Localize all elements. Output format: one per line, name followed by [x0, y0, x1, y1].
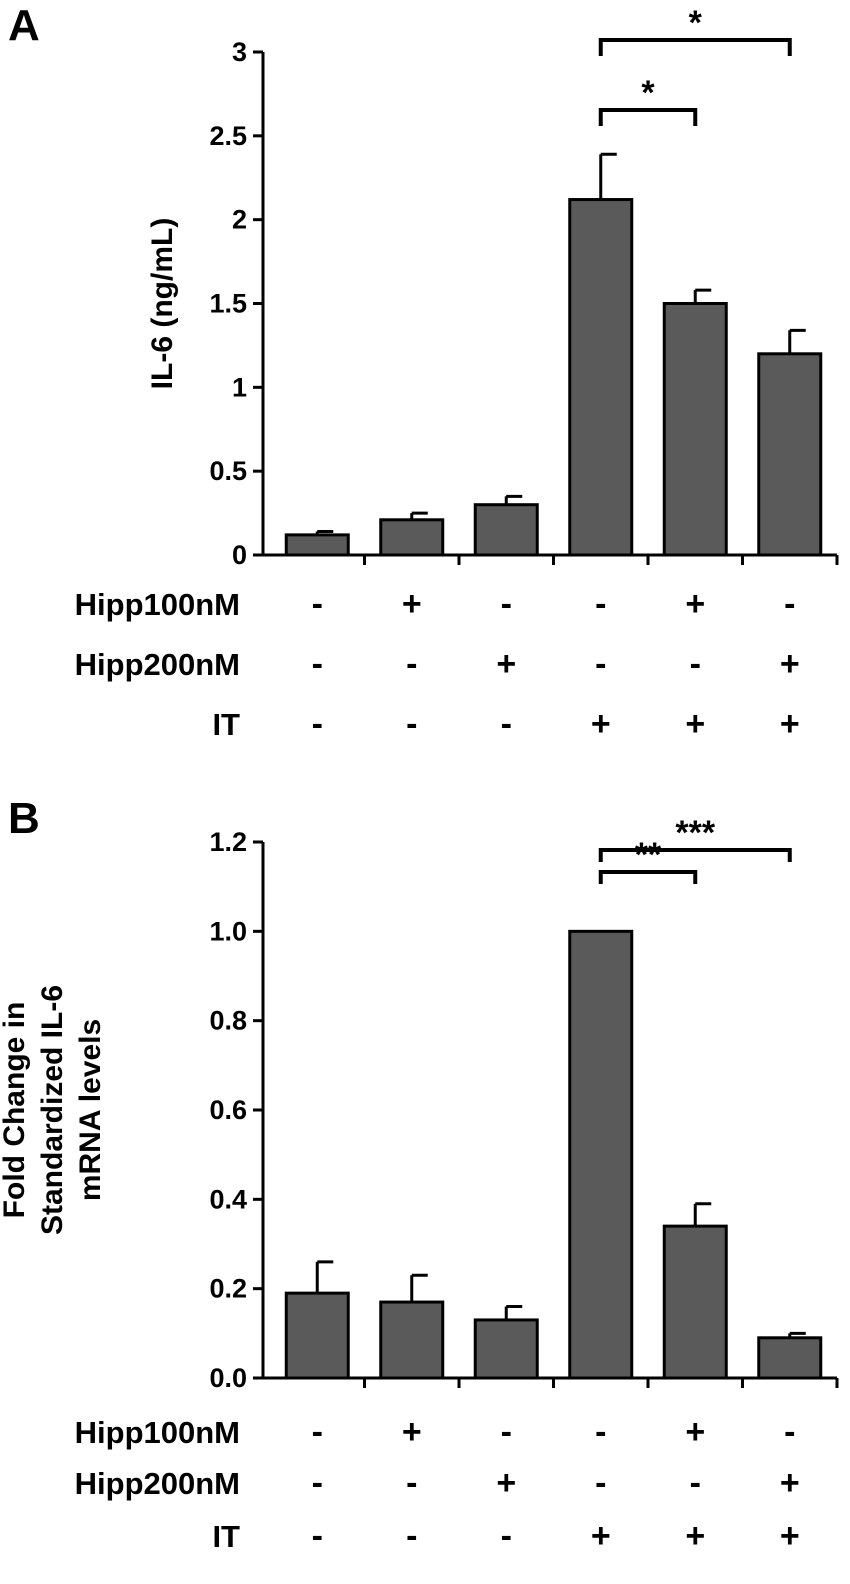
- treatment-label: Hipp100nM: [75, 1415, 240, 1450]
- treatment-symbol: -: [312, 705, 323, 743]
- y-tick-label: 0.4: [209, 1184, 247, 1214]
- treatment-symbol: -: [406, 1517, 417, 1555]
- treatment-symbol: +: [591, 705, 611, 743]
- bar: [473, 503, 539, 557]
- treatment-symbol: +: [496, 1464, 516, 1502]
- y-axis-label: IL-6 (ng/mL): [146, 218, 179, 390]
- significance-label: *: [641, 74, 655, 112]
- bar: [662, 302, 728, 557]
- y-tick-label: 1.2: [209, 827, 247, 857]
- treatment-symbol: -: [312, 645, 323, 683]
- y-tick-label: 2.5: [209, 121, 247, 151]
- treatment-symbol: +: [496, 645, 516, 683]
- y-axis-label: Fold Change in: [0, 1002, 31, 1219]
- y-tick-label: 3: [232, 37, 247, 67]
- treatment-symbol: -: [595, 1413, 606, 1451]
- y-tick-label: 0: [232, 540, 247, 570]
- treatment-symbol: +: [780, 1464, 800, 1502]
- panel-b: B 0.0 0.2 0.4 0.6 0.8 1.0 1.2 Fold Change in Stan…: [0, 794, 839, 1555]
- treatment-symbol: +: [780, 1517, 800, 1555]
- treatment-symbol: -: [406, 705, 417, 743]
- significance-label: ***: [675, 814, 715, 852]
- treatment-symbol: +: [685, 585, 705, 623]
- treatment-label: IT: [212, 707, 240, 742]
- treatment-symbol: +: [685, 1413, 705, 1451]
- bar: [568, 198, 634, 557]
- treatment-symbol: -: [501, 705, 512, 743]
- y-tick-label: 1: [232, 372, 247, 402]
- y-axis-label: Standardized IL-6: [36, 985, 69, 1235]
- bar: [662, 1224, 728, 1380]
- treatment-symbol: -: [501, 1413, 512, 1451]
- bar: [284, 533, 350, 557]
- treatment-symbol: +: [685, 1517, 705, 1555]
- treatment-symbol: -: [690, 1464, 701, 1502]
- treatment-symbol: -: [690, 645, 701, 683]
- bar: [379, 518, 445, 557]
- significance-bracket: [598, 38, 792, 56]
- treatment-symbol: -: [595, 585, 606, 623]
- treatment-symbol: +: [402, 1413, 422, 1451]
- y-tick-label: 0.2: [209, 1274, 247, 1304]
- treatment-label: Hipp200nM: [75, 647, 240, 682]
- bar: [284, 1291, 350, 1380]
- treatment-symbol: -: [406, 645, 417, 683]
- y-tick-label: 0.5: [209, 456, 247, 486]
- y-tick-label: 1.5: [209, 289, 247, 319]
- treatment-symbol: -: [595, 645, 606, 683]
- y-axis-label: mRNA levels: [74, 1019, 107, 1201]
- significance-bracket: [598, 848, 792, 862]
- treatment-symbol: -: [312, 1517, 323, 1555]
- y-tick-label: 2: [232, 205, 247, 235]
- treatment-symbol: -: [406, 1464, 417, 1502]
- treatment-symbol: +: [780, 645, 800, 683]
- panel-letter: A: [8, 1, 40, 50]
- bar: [757, 1336, 823, 1380]
- bar: [473, 1318, 539, 1380]
- bar: [568, 929, 634, 1380]
- bar: [757, 352, 823, 557]
- treatment-symbol: -: [501, 1517, 512, 1555]
- treatment-symbol: -: [312, 1413, 323, 1451]
- panel-a: A 0 0.5 1 1.5 2 2.5 3 IL-6 (ng/mL) * * Hipp100nM - + -…: [8, 1, 839, 743]
- y-tick-label: 0.0: [209, 1363, 247, 1393]
- panel-letter: B: [8, 794, 40, 843]
- significance-bracket: [598, 108, 698, 126]
- treatment-symbol: -: [501, 585, 512, 623]
- y-tick-label: 1.0: [209, 916, 247, 946]
- treatment-label: Hipp200nM: [75, 1466, 240, 1501]
- y-tick-label: 0.6: [209, 1095, 247, 1125]
- treatment-symbol: -: [312, 585, 323, 623]
- treatment-symbol: -: [784, 1413, 795, 1451]
- treatment-label: IT: [212, 1519, 240, 1554]
- treatment-symbol: -: [595, 1464, 606, 1502]
- significance-label: *: [689, 4, 703, 42]
- treatment-symbol: +: [685, 705, 705, 743]
- treatment-symbol: -: [784, 585, 795, 623]
- y-tick-label: 0.8: [209, 1006, 247, 1036]
- treatment-symbol: +: [402, 585, 422, 623]
- treatment-label: Hipp100nM: [75, 587, 240, 622]
- bar: [379, 1300, 445, 1380]
- treatment-symbol: +: [780, 705, 800, 743]
- significance-bracket: [598, 870, 698, 884]
- treatment-symbol: +: [591, 1517, 611, 1555]
- significance-label: **: [635, 836, 662, 874]
- treatment-symbol: -: [312, 1464, 323, 1502]
